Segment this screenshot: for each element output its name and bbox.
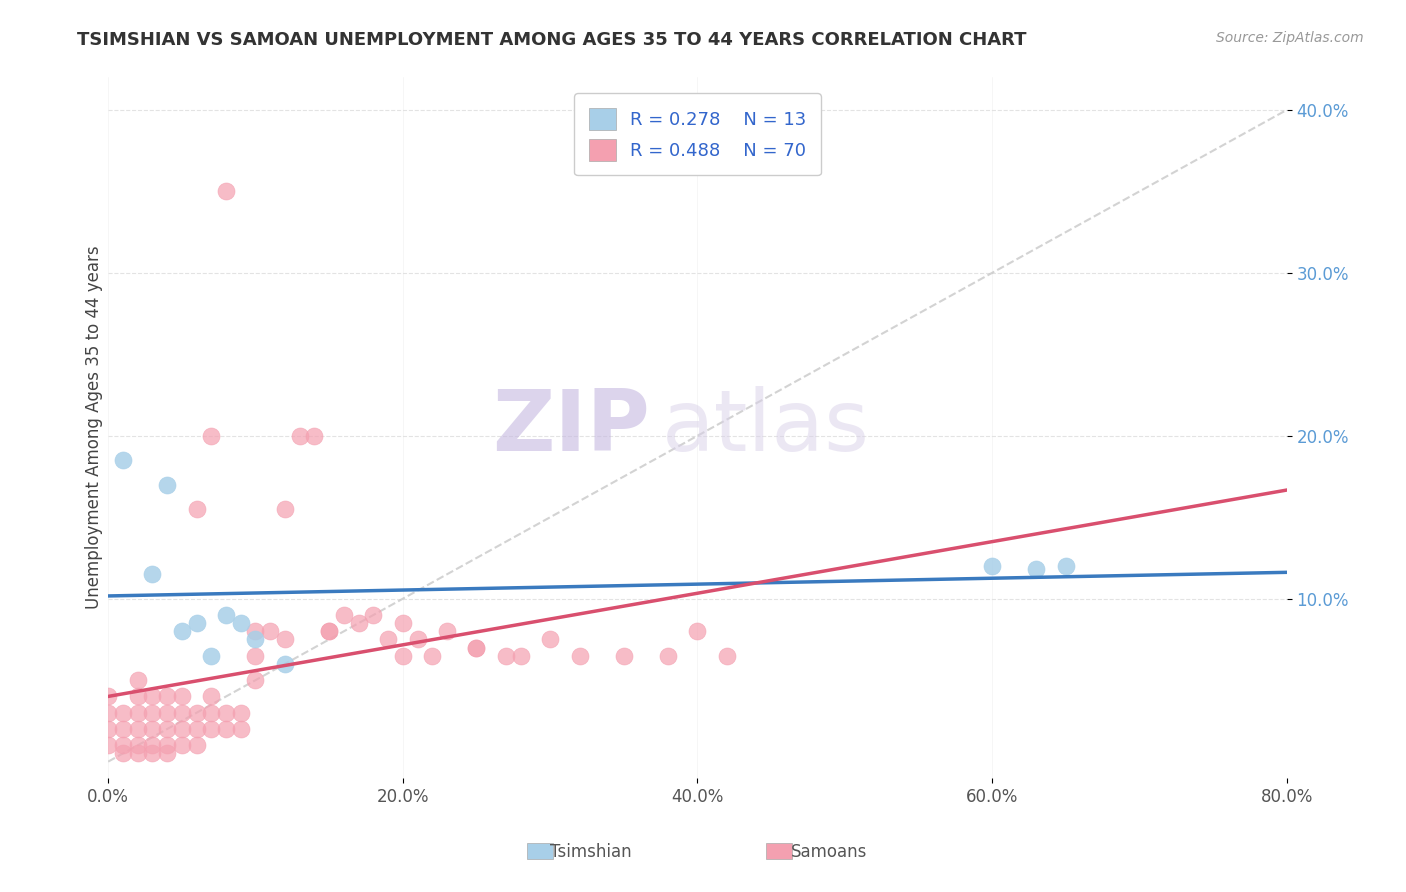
- Point: [156, 722, 179, 736]
- Point: [274, 632, 297, 647]
- Point: [406, 632, 429, 647]
- Text: TSIMSHIAN VS SAMOAN UNEMPLOYMENT AMONG AGES 35 TO 44 YEARS CORRELATION CHART: TSIMSHIAN VS SAMOAN UNEMPLOYMENT AMONG A…: [77, 31, 1026, 49]
- Point: [156, 739, 179, 753]
- Point: [304, 429, 326, 443]
- Point: [1025, 562, 1047, 576]
- Text: Tsimshian: Tsimshian: [550, 843, 631, 861]
- Point: [391, 648, 413, 663]
- Point: [538, 632, 561, 647]
- Point: [229, 722, 252, 736]
- Point: [127, 706, 149, 720]
- Point: [274, 657, 297, 671]
- Text: atlas: atlas: [662, 386, 870, 469]
- Point: [97, 739, 120, 753]
- Point: [111, 739, 134, 753]
- Point: [436, 624, 458, 639]
- Point: [377, 632, 399, 647]
- Point: [156, 747, 179, 761]
- Point: [981, 559, 1004, 574]
- Point: [170, 624, 193, 639]
- Point: [97, 690, 120, 704]
- Point: [111, 706, 134, 720]
- Point: [200, 648, 222, 663]
- Point: [156, 690, 179, 704]
- FancyBboxPatch shape: [527, 843, 553, 859]
- Point: [170, 706, 193, 720]
- Point: [141, 567, 163, 582]
- Point: [420, 648, 443, 663]
- Text: Source: ZipAtlas.com: Source: ZipAtlas.com: [1216, 31, 1364, 45]
- Point: [170, 690, 193, 704]
- Point: [245, 648, 267, 663]
- Point: [156, 706, 179, 720]
- Point: [347, 616, 370, 631]
- Point: [141, 706, 163, 720]
- Point: [318, 624, 340, 639]
- Point: [1054, 559, 1077, 574]
- Point: [245, 632, 267, 647]
- Point: [141, 722, 163, 736]
- Point: [229, 616, 252, 631]
- Point: [186, 502, 208, 516]
- Point: [200, 706, 222, 720]
- Point: [229, 706, 252, 720]
- Point: [657, 648, 679, 663]
- Text: Samoans: Samoans: [792, 843, 868, 861]
- Point: [186, 616, 208, 631]
- Point: [200, 429, 222, 443]
- Point: [215, 722, 238, 736]
- Point: [186, 706, 208, 720]
- Point: [186, 739, 208, 753]
- Point: [186, 722, 208, 736]
- Point: [333, 607, 356, 622]
- Point: [170, 722, 193, 736]
- Point: [215, 706, 238, 720]
- Point: [465, 640, 488, 655]
- Point: [97, 722, 120, 736]
- Point: [127, 690, 149, 704]
- Point: [613, 648, 636, 663]
- Point: [170, 739, 193, 753]
- Point: [215, 185, 238, 199]
- Point: [127, 722, 149, 736]
- Point: [318, 624, 340, 639]
- Point: [156, 477, 179, 491]
- Point: [111, 722, 134, 736]
- Y-axis label: Unemployment Among Ages 35 to 44 years: Unemployment Among Ages 35 to 44 years: [86, 246, 103, 609]
- Point: [141, 739, 163, 753]
- Point: [127, 739, 149, 753]
- Point: [97, 706, 120, 720]
- Legend: R = 0.278    N = 13, R = 0.488    N = 70: R = 0.278 N = 13, R = 0.488 N = 70: [574, 94, 821, 176]
- Text: ZIP: ZIP: [492, 386, 650, 469]
- Point: [215, 607, 238, 622]
- Point: [127, 747, 149, 761]
- Point: [111, 747, 134, 761]
- Point: [716, 648, 738, 663]
- Point: [391, 616, 413, 631]
- Point: [200, 690, 222, 704]
- Point: [245, 624, 267, 639]
- Point: [274, 502, 297, 516]
- Point: [686, 624, 709, 639]
- Point: [111, 453, 134, 467]
- Point: [200, 722, 222, 736]
- Point: [509, 648, 531, 663]
- Point: [245, 673, 267, 688]
- Point: [259, 624, 281, 639]
- Point: [568, 648, 591, 663]
- FancyBboxPatch shape: [766, 843, 792, 859]
- Point: [495, 648, 517, 663]
- Point: [141, 690, 163, 704]
- Point: [288, 429, 311, 443]
- Point: [141, 747, 163, 761]
- Point: [127, 673, 149, 688]
- Point: [363, 607, 385, 622]
- Point: [465, 640, 488, 655]
